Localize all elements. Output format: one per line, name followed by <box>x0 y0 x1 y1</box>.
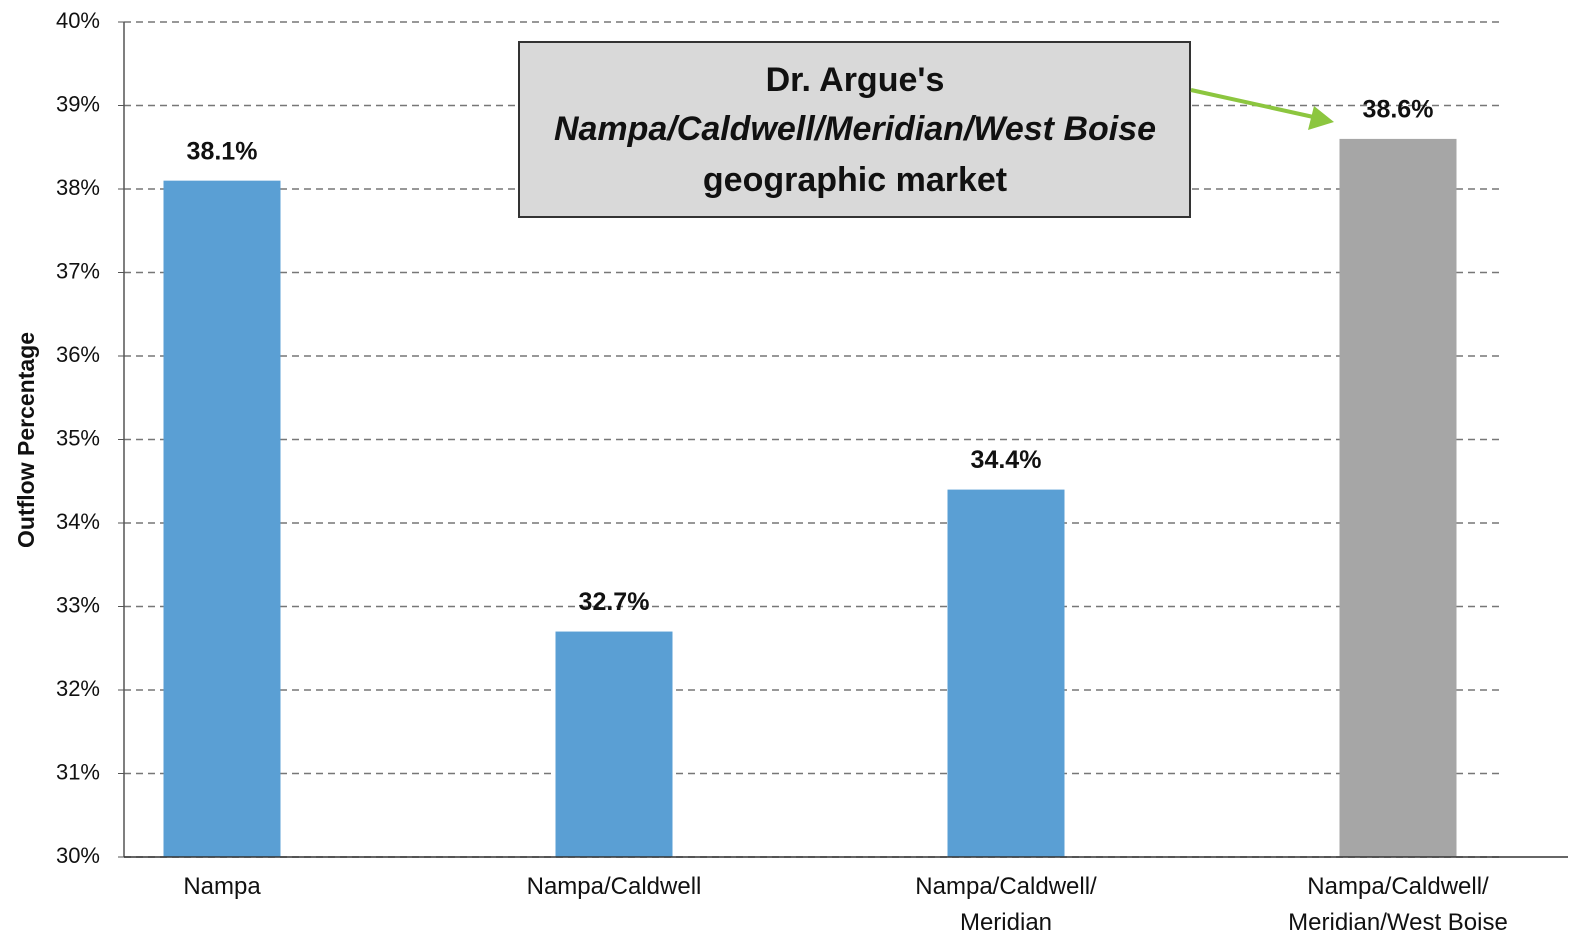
annotation-text: geographic market <box>703 161 1007 199</box>
bar <box>163 180 281 857</box>
y-tick-label: 38% <box>56 175 100 200</box>
annotation-box <box>518 41 1191 218</box>
annotation-arrow <box>1190 88 1319 120</box>
y-tick-label: 39% <box>56 91 100 116</box>
bar <box>555 631 673 857</box>
value-label: 32.7% <box>579 588 650 616</box>
x-tick-label: Nampa/Caldwell <box>526 873 702 900</box>
x-tick-label: Nampa/Caldwell/ Meridian/West Boise <box>1288 873 1508 936</box>
value-label: 34.4% <box>971 446 1042 474</box>
y-tick-label: 36% <box>56 342 100 367</box>
bar <box>947 489 1065 857</box>
annotation-text: Nampa/Caldwell/Meridian/West Boise <box>554 110 1156 148</box>
x-tick-label: Nampa <box>183 873 261 900</box>
value-label: 38.1% <box>187 137 258 165</box>
arrow-head <box>1308 106 1334 130</box>
y-tick-label: 40% <box>56 8 100 33</box>
y-tick-label: 34% <box>56 509 100 534</box>
y-tick-label: 32% <box>56 676 100 701</box>
y-axis-label: Outflow Percentage <box>13 332 39 548</box>
y-tick-label: 31% <box>56 759 100 784</box>
annotation-text: Dr. Argue's <box>766 61 945 99</box>
value-label: 38.6% <box>1363 96 1434 124</box>
y-tick-label: 37% <box>56 258 100 283</box>
y-tick-label: 33% <box>56 592 100 617</box>
y-tick-label: 30% <box>56 843 100 868</box>
bar <box>1339 138 1457 857</box>
x-tick-label: Nampa/Caldwell/ Meridian <box>915 873 1097 936</box>
y-tick-label: 35% <box>56 425 100 450</box>
